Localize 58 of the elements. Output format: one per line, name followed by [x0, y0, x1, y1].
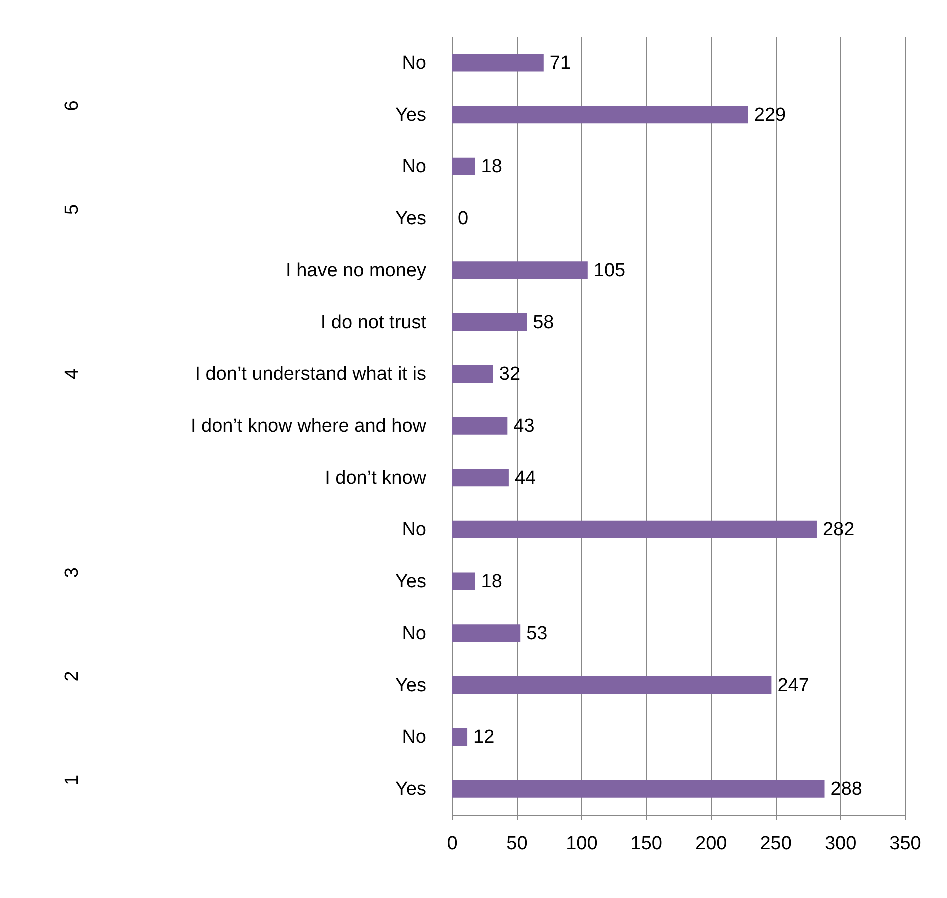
x-tick-label: 250 [760, 834, 792, 854]
data-label: 12 [474, 727, 495, 748]
y-tick-label: Yes [396, 572, 426, 593]
bar [452, 520, 817, 539]
bar [452, 106, 748, 124]
data-label: 18 [481, 572, 502, 593]
data-label: 229 [754, 104, 786, 126]
bar [452, 262, 588, 280]
bar [452, 365, 494, 383]
y-tick-label: I do not trust [320, 312, 428, 334]
y-tick-label: Yes [396, 104, 426, 126]
data-label: 247 [778, 675, 810, 696]
x-tick-label: 0 [447, 834, 458, 854]
y-tick-label: No [402, 156, 426, 178]
bar [452, 676, 772, 694]
bar [452, 469, 509, 487]
y-tick-label: I don’t know where and how [190, 416, 427, 437]
bar [452, 572, 476, 590]
y-tick-label: Yes [396, 675, 426, 696]
x-tick-label: 50 [506, 834, 528, 854]
y-tick-label: No [402, 520, 426, 541]
y-tick-label: Yes [396, 779, 426, 800]
x-tick-label: 150 [630, 834, 662, 854]
y-tick-label: I don’t know [325, 468, 427, 489]
bar [452, 780, 825, 798]
data-label: 32 [499, 364, 521, 386]
data-label: 71 [550, 52, 572, 74]
text: 3 [62, 567, 83, 578]
text: 2 [62, 671, 83, 682]
data-label: 288 [830, 779, 862, 800]
x-tick-label: 300 [824, 834, 857, 854]
data-label: 53 [526, 623, 548, 644]
y-tick-label: I have no money [286, 260, 427, 282]
bar [452, 54, 544, 72]
x-tick-label: 200 [696, 834, 728, 854]
x-tick-label: 100 [566, 834, 598, 854]
data-label: 282 [822, 520, 855, 541]
bar [452, 313, 528, 332]
text: 5 [62, 204, 83, 216]
bar [452, 624, 521, 642]
data-label: 43 [514, 416, 535, 437]
text: 4 [62, 368, 83, 380]
text: 6 [62, 100, 83, 112]
data-label: 18 [481, 156, 502, 178]
bar [452, 728, 468, 746]
data-label: 58 [533, 312, 554, 334]
bar [452, 417, 508, 435]
y-tick-label: No [402, 52, 426, 74]
y-tick-label: No [402, 623, 426, 644]
y-tick-label: Yes [396, 208, 426, 230]
data-label: 44 [514, 468, 537, 489]
y-tick-label: No [402, 727, 426, 748]
y-tick-label: I don’t understand what it is [195, 364, 426, 386]
text: 1 [62, 774, 83, 786]
data-label: 0 [458, 208, 469, 230]
x-tick-label: 350 [890, 834, 922, 854]
bar [452, 158, 476, 176]
data-label: 105 [594, 260, 626, 282]
